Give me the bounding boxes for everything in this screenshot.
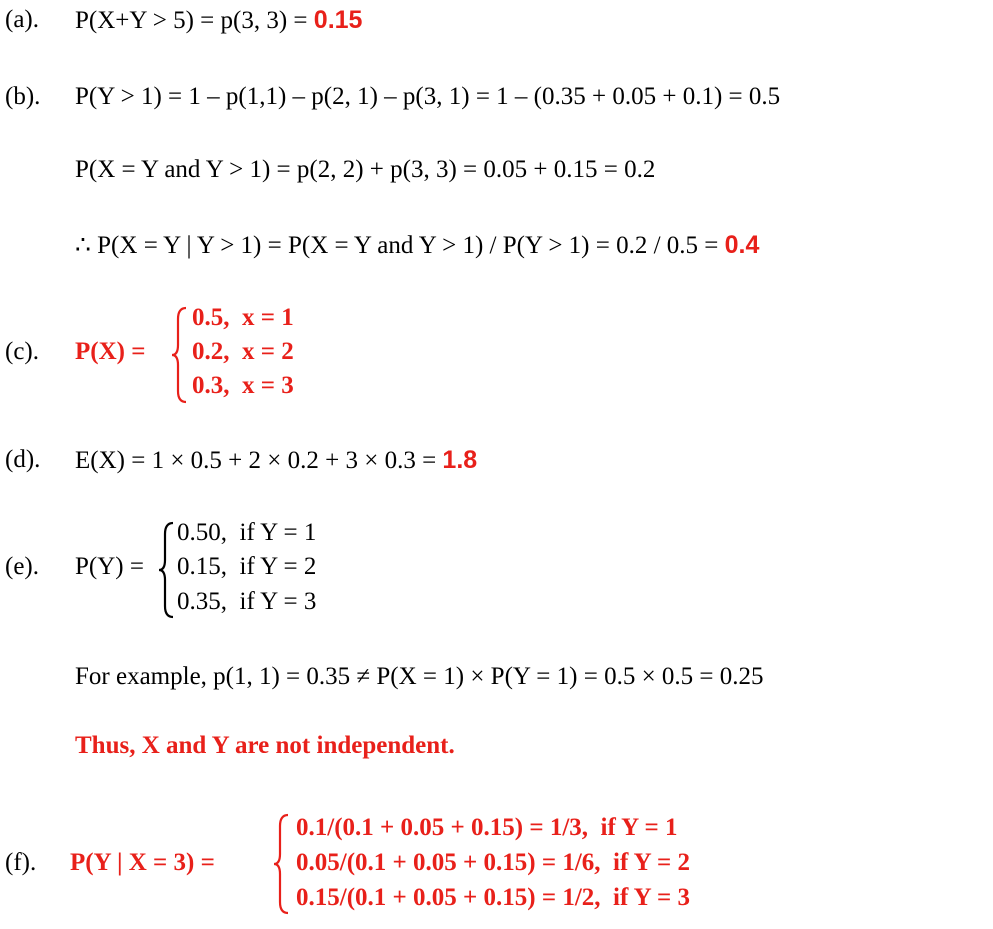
equation: P(X = Y and Y > 1) = p(2, 2) + p(3, 3) =… xyxy=(75,156,656,183)
equation: P(X+Y > 5) = p(3, 3) = 0.15 xyxy=(75,3,362,37)
label: (e). xyxy=(5,553,39,580)
answer: 0.4 xyxy=(724,231,760,259)
case: 0.5, x = 1 xyxy=(192,304,294,331)
case: 0.35, if Y = 3 xyxy=(177,588,317,615)
equation: P(Y > 1) = 1 – p(1,1) – p(2, 1) – p(3, 1… xyxy=(75,83,781,110)
equation: E(X) = 1 × 0.5 + 2 × 0.2 + 3 × 0.3 = 1.8 xyxy=(75,443,477,477)
case: 0.1/(0.1 + 0.05 + 0.15) = 1/3, if Y = 1 xyxy=(296,814,678,841)
case: 0.3, x = 3 xyxy=(192,372,294,399)
conclusion: Thus, X and Y are not independent. xyxy=(75,732,455,759)
case: 0.2, x = 2 xyxy=(192,338,294,365)
lhs: P(Y | X = 3) = xyxy=(70,849,215,876)
case: 0.15/(0.1 + 0.05 + 0.15) = 1/2, if Y = 3 xyxy=(296,884,690,911)
text: E(X) = 1 × 0.5 + 2 × 0.2 + 3 × 0.3 = xyxy=(75,447,443,474)
text: P(X+Y > 5) = p(3, 3) = xyxy=(75,7,314,34)
brace xyxy=(273,813,289,915)
brace xyxy=(171,306,187,404)
lhs: P(X) = xyxy=(75,338,146,365)
label: (d). xyxy=(5,446,41,473)
text: ∴ P(X = Y | Y > 1) = P(X = Y and Y > 1) … xyxy=(75,232,725,259)
brace xyxy=(158,521,174,619)
case: 0.15, if Y = 2 xyxy=(177,553,317,580)
lhs: P(Y) = xyxy=(75,553,144,580)
label: (a). xyxy=(5,6,39,33)
equation: ∴ P(X = Y | Y > 1) = P(X = Y and Y > 1) … xyxy=(75,228,759,262)
case: 0.50, if Y = 1 xyxy=(177,519,317,546)
answer: 1.8 xyxy=(442,446,478,474)
label: (c). xyxy=(5,338,39,365)
answer: 0.15 xyxy=(313,6,363,34)
example: For example, p(1, 1) = 0.35 ≠ P(X = 1) ×… xyxy=(75,663,764,690)
case: 0.05/(0.1 + 0.05 + 0.15) = 1/6, if Y = 2 xyxy=(296,849,690,876)
label: (f). xyxy=(5,849,37,876)
label: (b). xyxy=(5,83,41,110)
